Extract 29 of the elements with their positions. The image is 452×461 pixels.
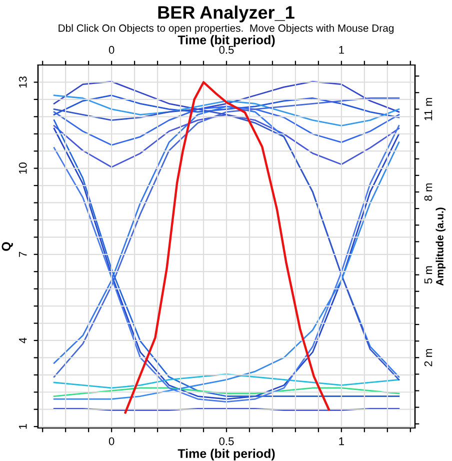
line-series [53,106,400,146]
line-series [53,80,400,113]
x2-tick-label: 1 [339,46,344,54]
x-tick-label: 0 [108,437,114,446]
x-tick-label: 1 [339,437,344,446]
y-tick-label: 1 [19,424,27,429]
chart-subtitle: Dbl Click On Objects to open properties. Move Objects with Mouse Drag [58,24,394,34]
line-series [53,94,400,118]
y2-axis-title: Amplitude (a.u.) [436,208,446,286]
y2-tick-label: 5 m [424,266,432,284]
x2-axis-title: Time (bit period) [178,35,275,47]
y2-tick-label: 8 m [424,183,432,201]
line-series [53,114,400,168]
y2-tick-label: 11 m [424,98,432,120]
x-axis-title: Time (bit period) [178,448,275,460]
y-tick-label: 13 [18,76,27,88]
line-series [53,94,400,126]
x2-tick-label: 0 [108,46,114,54]
x2-tick-label: 0.5 [219,46,234,54]
y-axis-title: Q [2,242,13,251]
y2-tick-label: 2 m [424,349,432,366]
y-tick-label: 10 [18,162,27,174]
y-tick-label: 4 [19,338,27,344]
x-tick-label: 0.5 [219,437,234,446]
line-series [124,81,330,414]
line-series [53,373,400,389]
chart-title: BER Analyzer_1 [158,6,294,22]
y-tick-label: 7 [19,252,27,257]
line-series [53,387,400,397]
